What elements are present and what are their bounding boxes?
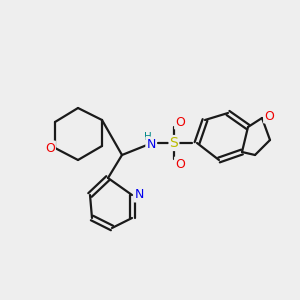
Text: H: H — [144, 132, 152, 142]
Text: O: O — [264, 110, 274, 122]
Text: O: O — [175, 116, 185, 128]
Text: S: S — [169, 136, 178, 150]
Text: N: N — [146, 137, 156, 151]
Text: O: O — [175, 158, 185, 170]
Text: O: O — [45, 142, 55, 154]
Text: N: N — [134, 188, 144, 202]
